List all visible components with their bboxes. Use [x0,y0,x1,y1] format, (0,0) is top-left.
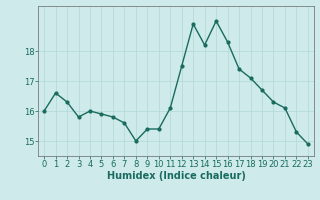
X-axis label: Humidex (Indice chaleur): Humidex (Indice chaleur) [107,171,245,181]
